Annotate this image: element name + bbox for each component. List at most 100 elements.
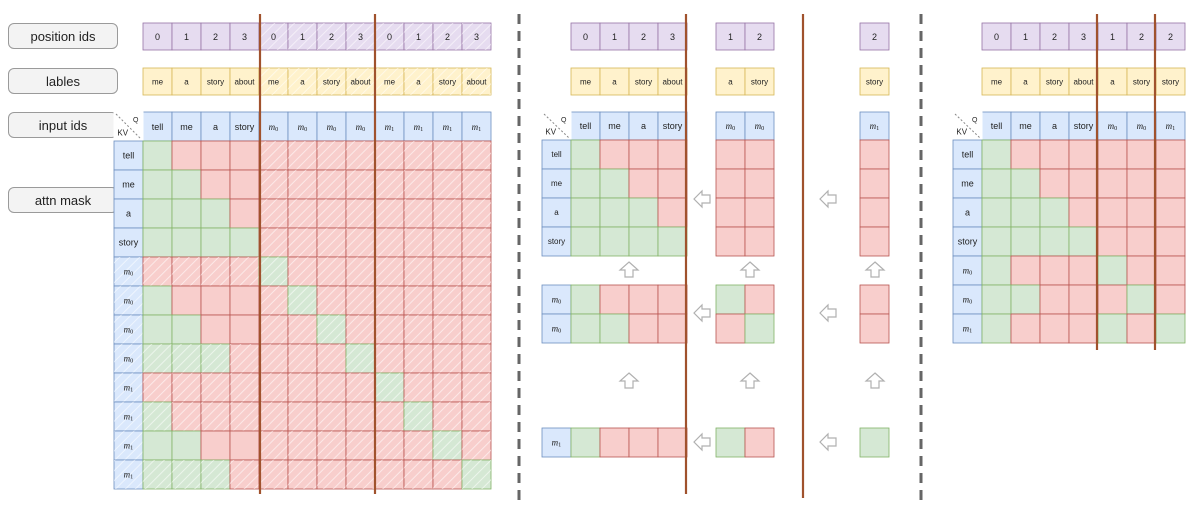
p3-position-cell bbox=[1039, 22, 1070, 51]
p3-mask-cell bbox=[981, 284, 1012, 315]
p2c-input-token: m1 bbox=[870, 121, 880, 132]
p3-mask-cell bbox=[1010, 139, 1041, 170]
p2-input-cell bbox=[570, 111, 601, 141]
labels-label: lables bbox=[8, 68, 118, 94]
p2b-label: story bbox=[751, 78, 768, 87]
p1-row-token-cell-hatch bbox=[114, 431, 143, 460]
p1-mask-cell bbox=[229, 227, 260, 258]
p1-mask-cell-hatch bbox=[404, 286, 433, 315]
p1-mask-cell bbox=[171, 169, 202, 200]
p2-row-token-cell bbox=[541, 168, 572, 199]
p2-label-cell bbox=[628, 67, 659, 96]
p1-position-id: 0 bbox=[155, 32, 160, 42]
p1-mask-cell-hatch bbox=[433, 199, 462, 228]
p1-position-id: 1 bbox=[184, 32, 189, 42]
p1-mask-cell-hatch bbox=[346, 286, 375, 315]
p1-mask-cell-hatch bbox=[317, 373, 346, 402]
p3-position-id: 2 bbox=[1168, 32, 1173, 42]
p1-mask-cell-hatch bbox=[317, 431, 346, 460]
p2c-mask-cell bbox=[859, 168, 890, 199]
p1-mask-cell-hatch bbox=[375, 431, 404, 460]
p1-mask-cell-hatch bbox=[317, 257, 346, 286]
p2b-mask-cell bbox=[744, 139, 775, 170]
p3-mask-cell bbox=[1155, 255, 1186, 286]
p1-mask-cell-hatch bbox=[288, 344, 317, 373]
p1-mask-cell bbox=[142, 227, 173, 258]
p1-mask-cell-hatch bbox=[433, 170, 462, 199]
p3-corner-diagonal bbox=[954, 113, 981, 139]
p1-mask-cell bbox=[229, 169, 260, 200]
p1-label: about bbox=[234, 78, 255, 87]
p1-mask-cell-hatch bbox=[259, 170, 288, 199]
p1-label-cell-hatch bbox=[259, 68, 288, 95]
p3-mask-cell bbox=[1126, 197, 1157, 228]
p1-mask-cell-hatch bbox=[317, 286, 346, 315]
p1-mask-cell-hatch bbox=[404, 141, 433, 170]
p3-mask-cell bbox=[1155, 168, 1186, 199]
p2-row-token-cell bbox=[541, 197, 572, 228]
p2b-mask-cell bbox=[744, 284, 775, 315]
p3-row-token: tell bbox=[962, 150, 974, 160]
p1-mask-cell-hatch bbox=[172, 257, 201, 286]
p2-mask-cell bbox=[628, 284, 659, 315]
p1-position-cell-hatch bbox=[462, 23, 491, 50]
p1-row-token: m1 bbox=[124, 441, 134, 452]
p1-input-token: m0 bbox=[269, 122, 279, 133]
p1-input-token: m1 bbox=[472, 122, 482, 133]
p1-mask-cell-hatch bbox=[346, 373, 375, 402]
p2-input-token: me bbox=[608, 121, 621, 131]
p1-label: me bbox=[152, 78, 164, 87]
p3-label: a bbox=[1110, 78, 1115, 87]
p1-mask-cell-hatch bbox=[259, 460, 288, 489]
p1-mask-cell-hatch bbox=[346, 344, 375, 373]
p1-input-token: m1 bbox=[443, 122, 453, 133]
p2-label: about bbox=[662, 78, 683, 87]
p1-mask-cell-hatch bbox=[462, 257, 491, 286]
p3-mask-cell bbox=[1068, 197, 1099, 228]
p1-mask-cell-hatch bbox=[288, 286, 317, 315]
p3-label-cell bbox=[1010, 67, 1041, 96]
p1-input-token: m0 bbox=[356, 122, 366, 133]
p1-mask-cell-hatch bbox=[404, 431, 433, 460]
p3-label-cell bbox=[1039, 67, 1070, 96]
p2-mask-cell bbox=[657, 168, 688, 199]
p1-mask-cell-hatch bbox=[375, 228, 404, 257]
p1-label-cell-hatch bbox=[404, 68, 433, 95]
p2-input-token: a bbox=[641, 121, 646, 131]
p2-mask-cell bbox=[628, 226, 659, 257]
p1-mask-cell-hatch bbox=[462, 373, 491, 402]
p1-mask-cell bbox=[200, 140, 231, 171]
p2-mask-cell bbox=[570, 284, 601, 315]
p1-position-id: 3 bbox=[474, 32, 479, 42]
p3-row-token: me bbox=[961, 179, 974, 189]
p1-corner-q: Q bbox=[133, 117, 139, 124]
p1-mask-cell-hatch bbox=[317, 141, 346, 170]
arrow-left bbox=[693, 303, 711, 323]
p2c-label-cell bbox=[859, 67, 890, 96]
p2-position-cell bbox=[599, 22, 630, 51]
p2-mask-cell bbox=[570, 139, 601, 170]
p1-mask-cell-hatch bbox=[433, 373, 462, 402]
p1-mask-cell-hatch bbox=[346, 402, 375, 431]
p1-mask-cell bbox=[142, 430, 173, 461]
p3-mask-cell bbox=[1039, 284, 1070, 315]
p1-position-cell-hatch bbox=[433, 23, 462, 50]
p2-row-token: m1 bbox=[552, 438, 562, 449]
p1-mask-cell-hatch bbox=[317, 199, 346, 228]
p1-mask-cell-hatch bbox=[462, 286, 491, 315]
p2c-mask-cell bbox=[859, 284, 890, 315]
p3-mask-cell bbox=[1097, 255, 1128, 286]
p1-corner-kv: KV bbox=[117, 128, 128, 137]
p2b-mask-cell bbox=[715, 313, 746, 344]
p1-mask-cell-hatch bbox=[375, 286, 404, 315]
p3-label: me bbox=[991, 78, 1003, 87]
p3-mask-cell bbox=[1097, 139, 1128, 170]
p1-mask-cell bbox=[229, 285, 260, 316]
p3-position-cell bbox=[1010, 22, 1041, 51]
p2-mask-cell bbox=[599, 197, 630, 228]
p2b-mask-cell bbox=[715, 139, 746, 170]
arrow-left bbox=[819, 303, 837, 323]
p3-position-id: 1 bbox=[1110, 32, 1115, 42]
p2-row-token-cell bbox=[541, 284, 572, 315]
p2-mask-cell bbox=[599, 139, 630, 170]
